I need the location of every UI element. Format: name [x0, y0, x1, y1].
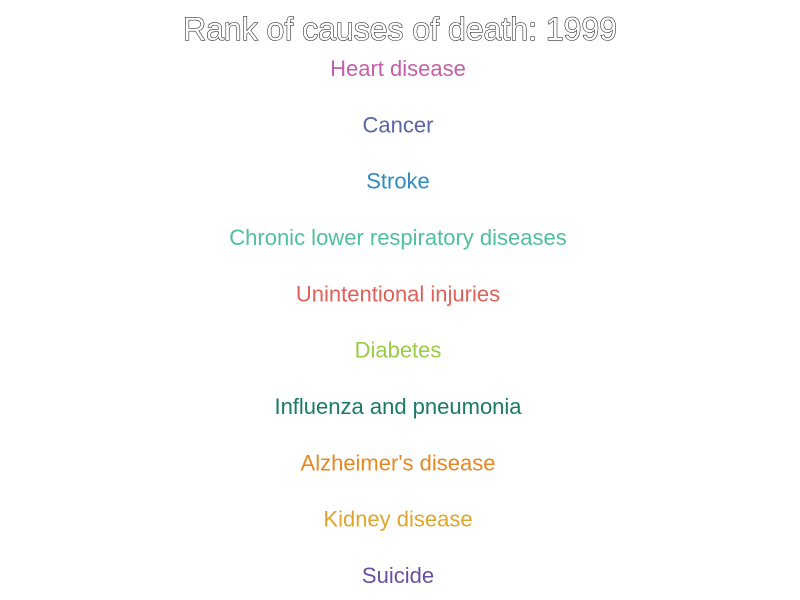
- rank-label-5: Unintentional injuries: [296, 281, 500, 306]
- rank-label-1: Heart disease: [330, 56, 466, 81]
- rank-label-4: Chronic lower respiratory diseases: [229, 225, 566, 250]
- rank-label-9: Kidney disease: [323, 507, 472, 532]
- rank-labels: Heart disease Cancer Stroke Chronic lower r…: [229, 56, 566, 588]
- rank-label-8: Alzheimer's disease: [301, 450, 496, 475]
- rank-label-10: Suicide: [362, 563, 434, 588]
- chart-title: Rank of causes of death: 1999: [183, 11, 617, 47]
- rank-label-3: Stroke: [366, 169, 430, 194]
- rank-label-2: Cancer: [363, 112, 434, 137]
- rank-label-7: Influenza and pneumonia: [274, 394, 522, 419]
- rank-label-6: Diabetes: [355, 338, 442, 363]
